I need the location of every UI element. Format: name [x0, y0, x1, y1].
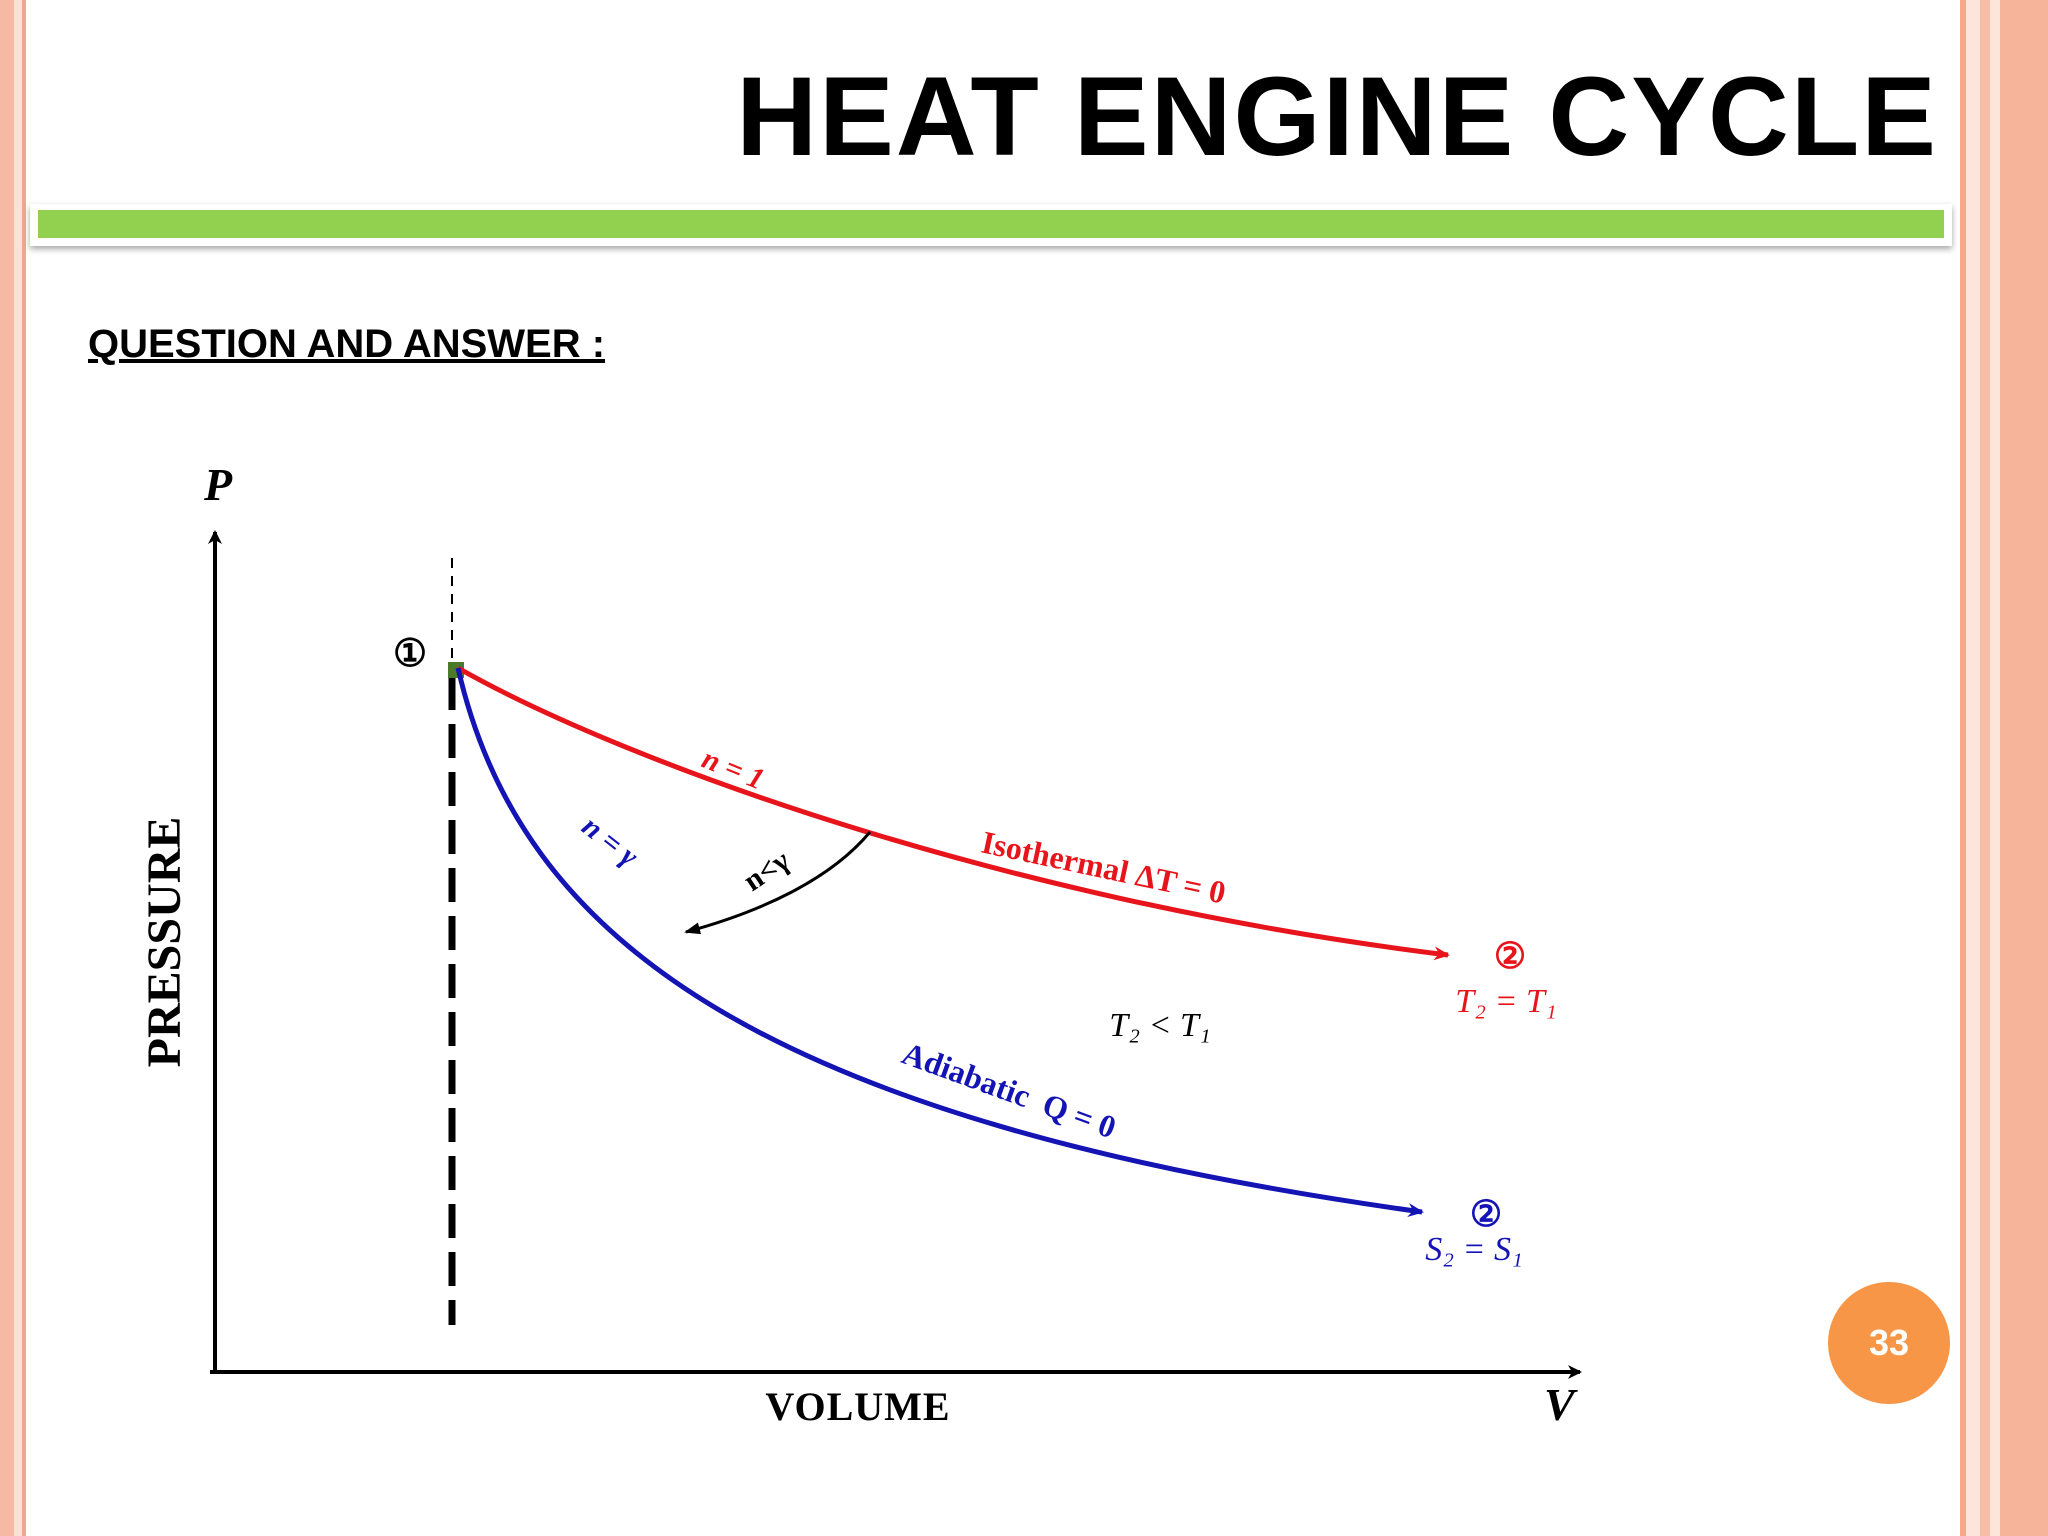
isothermal-end-condition: T₂ = T₁ — [1455, 983, 1556, 1020]
isothermal-curve — [456, 665, 1450, 961]
x-axis-label: VOLUME — [765, 1384, 950, 1429]
temperature-relation: T₂ < T₁ — [1109, 1007, 1210, 1044]
adiabatic-end-condition: S₂ = S₁ — [1425, 1231, 1523, 1268]
x-axis-symbol: V — [1544, 1379, 1578, 1430]
slide-frame-right — [1960, 0, 2048, 1536]
isothermal-end-point: ② — [1494, 936, 1526, 976]
y-axis-label: PRESSURE — [138, 817, 191, 1068]
section-subheading: QUESTION AND ANSWER : — [88, 322, 606, 366]
title-underline-bar — [30, 204, 1952, 246]
adiabatic-index-label: n = γ — [576, 810, 645, 874]
title-underline-fill — [38, 210, 1944, 238]
slide-title: HEAT ENGINE CYCLE — [736, 54, 1938, 179]
adiabatic-end-point: ② — [1470, 1194, 1502, 1234]
start-point-label: ① — [393, 633, 427, 675]
polytropic-note: n<γ — [737, 844, 795, 898]
page-number-badge: 33 — [1828, 1282, 1950, 1404]
slide-frame-left — [0, 0, 26, 1536]
adiabatic-curve — [455, 667, 1424, 1218]
isothermal-label: Isothermal ΔT = 0 — [979, 824, 1229, 911]
page-number: 33 — [1868, 1322, 1910, 1363]
polytropic-arrow — [684, 831, 872, 935]
y-axis-symbol: P — [203, 459, 233, 510]
